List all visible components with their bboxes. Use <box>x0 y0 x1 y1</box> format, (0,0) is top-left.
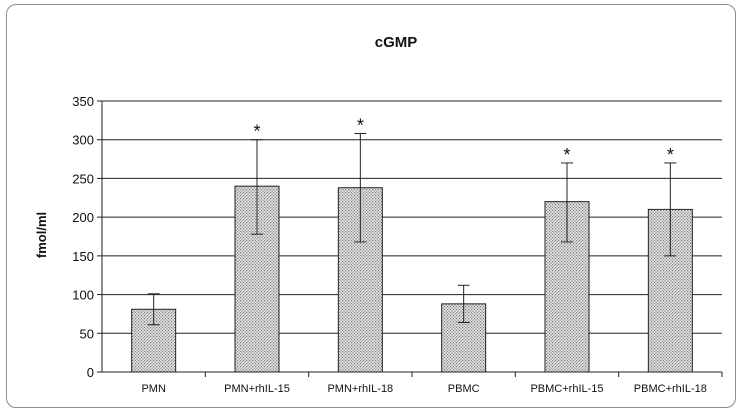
category-label: PBMC <box>448 383 480 395</box>
y-tick-label: 250 <box>72 171 94 186</box>
y-axis-label: fmol/ml <box>34 212 49 258</box>
y-tick-label: 300 <box>72 133 94 148</box>
category-label: PBMC+rhIL-15 <box>530 383 603 395</box>
y-tick-label: 350 <box>72 94 94 109</box>
chart-title: cGMP <box>375 34 418 51</box>
y-tick-label: 50 <box>80 326 94 341</box>
y-tick-label: 150 <box>72 249 94 264</box>
category-label: PMN <box>141 383 166 395</box>
category-label: PMN+rhIL-18 <box>327 383 393 395</box>
y-tick-label: 0 <box>87 365 94 380</box>
y-tick-label: 100 <box>72 288 94 303</box>
axes: 0 50 100 150 200 250 300 350 PMN PMN+rhIL-15 PMN+r… <box>72 94 723 395</box>
gridlines <box>102 100 722 334</box>
category-label: PMN+rhIL-15 <box>224 383 290 395</box>
y-tick-label: 200 <box>72 210 94 225</box>
significance-marker: * <box>667 145 674 165</box>
significance-marker: * <box>563 145 570 165</box>
significance-marker: * <box>357 116 364 136</box>
category-label: PBMC+rhIL-18 <box>634 383 707 395</box>
significance-marker: * <box>253 122 260 142</box>
